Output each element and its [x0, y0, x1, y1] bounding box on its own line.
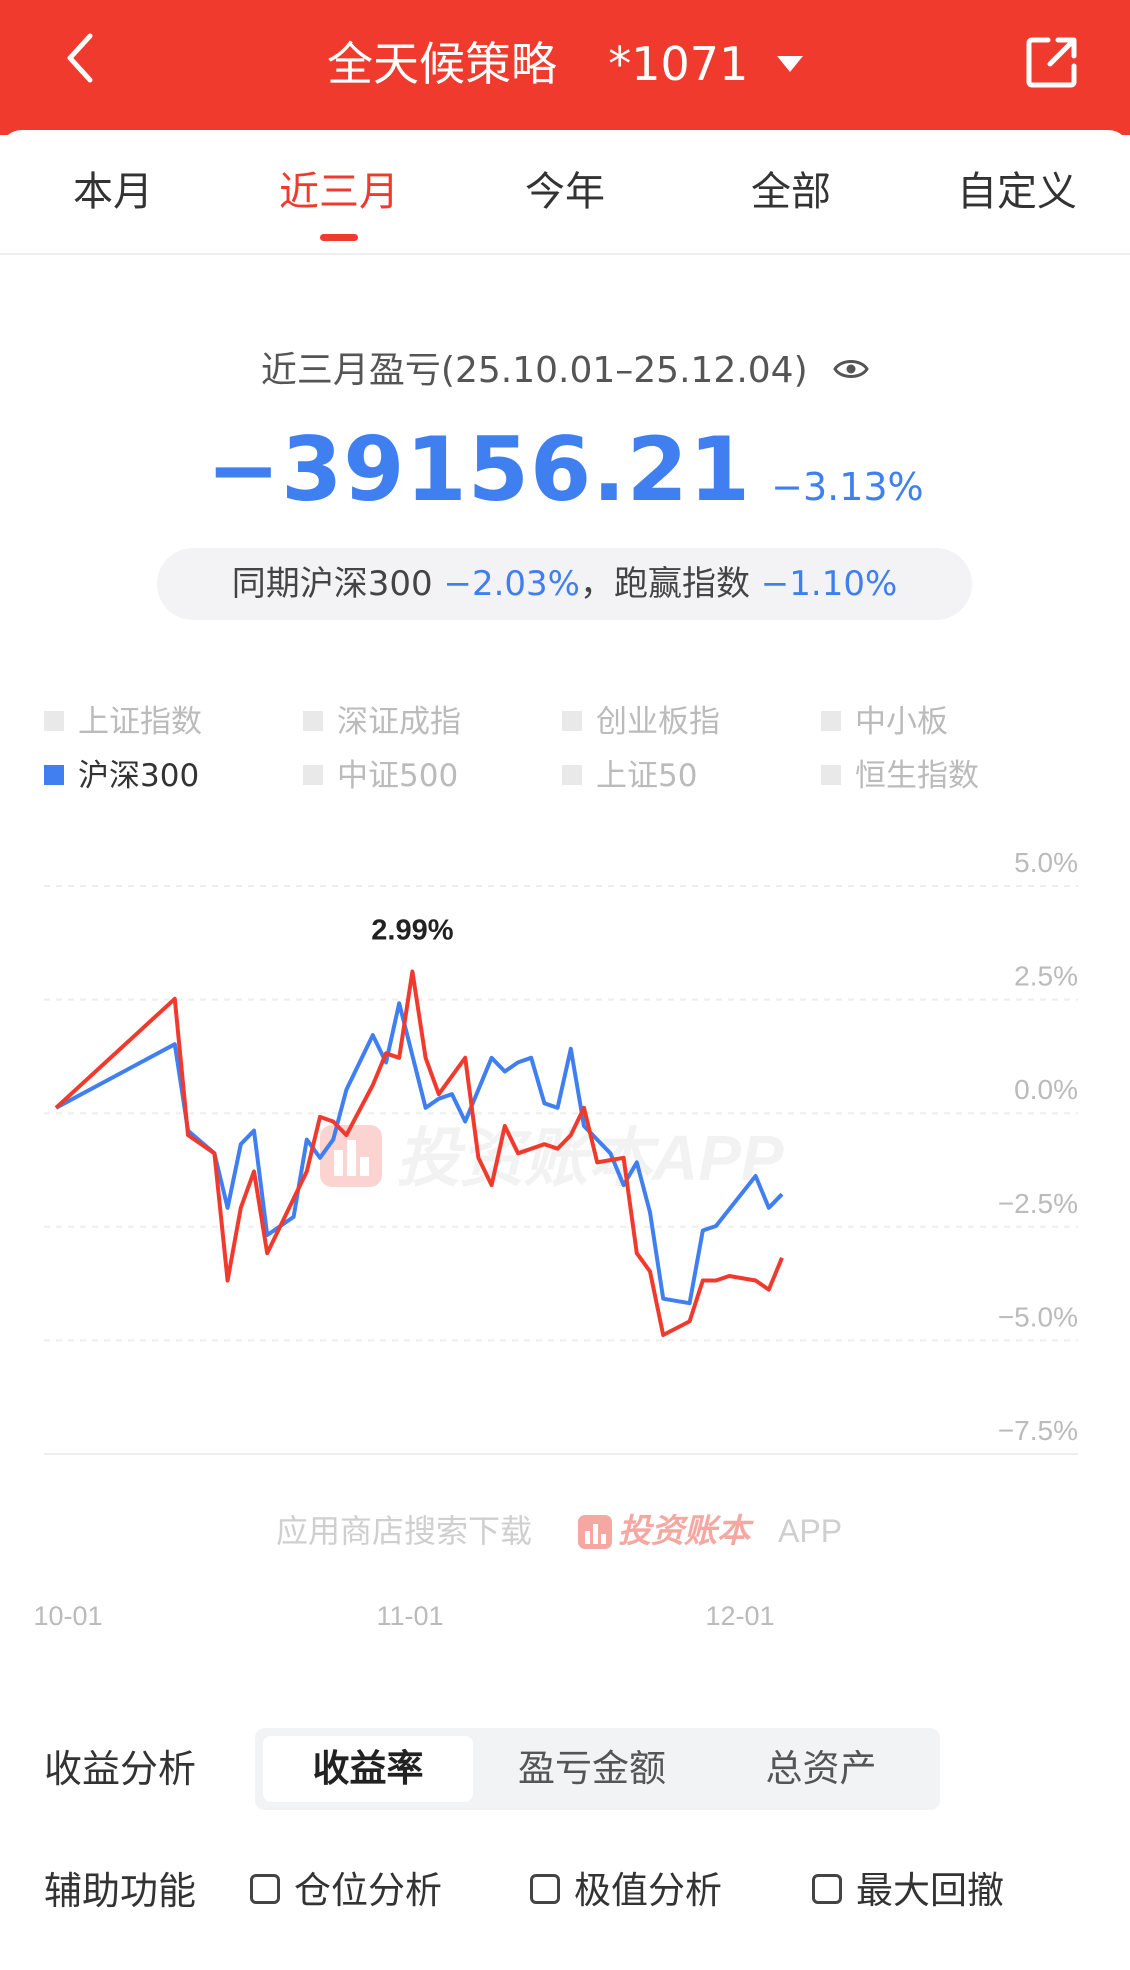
y-tick-label: 2.5% [1014, 961, 1078, 992]
position-analysis-checkbox[interactable]: 仓位分析 [250, 1864, 442, 1918]
tab-label: 全部 [751, 169, 831, 215]
chart-watermark: 投资账本APP [320, 1122, 784, 1194]
index-return: −2.03% [443, 564, 580, 604]
watermark-logo-bar [347, 1140, 356, 1176]
legend-swatch [44, 710, 64, 731]
legend-label: 上证指数 [78, 704, 202, 740]
x-tick-label: 12-01 [705, 1601, 774, 1631]
max-value-annotation: 2.99% [371, 915, 453, 947]
app-suffix-text: APP [778, 1513, 842, 1549]
csi300-return-line [55, 1001, 784, 1306]
tab-label: 近三月 [279, 169, 399, 215]
tab-all[interactable]: 全部 [678, 164, 904, 220]
period-pnl-label: 近三月盈亏(25.10.01–25.12.04) [0, 346, 1130, 396]
legend-csi500[interactable]: 中证500 [303, 754, 458, 798]
legend-swatch [44, 764, 64, 785]
tab-label: 本月 [73, 169, 153, 215]
legend-swatch [303, 764, 323, 785]
legend-label: 沪深300 [78, 758, 200, 794]
back-arrow-icon[interactable] [58, 28, 106, 88]
legend-label: 深证成指 [337, 704, 461, 740]
legend-swatch [821, 764, 841, 785]
app-logo-bar [585, 1531, 590, 1544]
app-brand-text: 投资账本 [618, 1511, 754, 1550]
compare-mid: ，跑赢指数 [579, 564, 750, 604]
legend-label: 创业板指 [596, 704, 720, 740]
compare-prefix: 同期沪深300 [231, 564, 433, 604]
index-comparison: 同期沪深300 −2.03%，跑赢指数 −1.10% [157, 548, 972, 620]
download-hint: 应用商店搜索下载 投资账本 APP [276, 1511, 842, 1550]
y-tick-label: 0.0% [1014, 1074, 1078, 1105]
analysis-segmented-control: 收益率 盈亏金额 总资产 [255, 1728, 940, 1810]
excess-return: −1.10% [760, 564, 898, 604]
tab-label: 今年 [525, 169, 605, 215]
pnl-values: −39156.21 −3.13% [0, 418, 1130, 521]
y-tick-label: 5.0% [1014, 847, 1078, 878]
legend-sse50[interactable]: 上证50 [562, 754, 697, 798]
watermark-logo-bar [334, 1150, 343, 1176]
legend-szse-component[interactable]: 深证成指 [303, 700, 461, 744]
y-tick-label: −5.0% [998, 1301, 1078, 1332]
legend-sme-board[interactable]: 中小板 [821, 700, 948, 744]
tab-custom[interactable]: 自定义 [904, 164, 1130, 220]
y-tick-label: −2.5% [998, 1188, 1078, 1219]
tab-label: 自定义 [957, 169, 1077, 215]
download-hint-text: 应用商店搜索下载 [276, 1512, 532, 1550]
app-logo-bar [601, 1534, 606, 1544]
y-tick-label: −7.5% [998, 1415, 1078, 1446]
legend-swatch [303, 710, 323, 731]
pnl-percent: −3.13% [771, 465, 924, 509]
period-pnl-text: 近三月盈亏(25.10.01–25.12.04) [260, 350, 808, 391]
tab-this-year[interactable]: 今年 [452, 164, 678, 220]
checkbox-icon [250, 1873, 280, 1904]
active-tab-indicator [320, 234, 358, 241]
legend-swatch [562, 764, 582, 785]
legend-label: 中小板 [855, 704, 948, 740]
checkbox-label: 最大回撤 [856, 1869, 1004, 1912]
max-drawdown-checkbox[interactable]: 最大回撤 [812, 1864, 1004, 1918]
app-logo-bar [593, 1524, 598, 1544]
legend-csi300[interactable]: 沪深300 [44, 754, 199, 798]
legend-label: 上证50 [596, 758, 698, 794]
tab-this-month[interactable]: 本月 [0, 164, 226, 220]
account-number: *1071 [608, 37, 749, 91]
checkbox-icon [812, 1873, 842, 1904]
extreme-analysis-checkbox[interactable]: 极值分析 [530, 1864, 722, 1918]
pnl-amount: −39156.21 [206, 418, 752, 521]
checkbox-icon [530, 1873, 560, 1904]
analysis-option-return-rate[interactable]: 收益率 [263, 1736, 473, 1802]
x-tick-label: 11-01 [376, 1601, 443, 1631]
legend-chinext[interactable]: 创业板指 [562, 700, 720, 744]
legend-sse-composite[interactable]: 上证指数 [44, 700, 202, 744]
return-chart[interactable]: 5.0%2.5%0.0%−2.5%−5.0%−7.5% 投资账本APP 应用商店… [0, 820, 1130, 1650]
legend-hang-seng[interactable]: 恒生指数 [821, 754, 979, 798]
aux-label: 辅助功能 [44, 1869, 197, 1913]
legend-swatch [821, 710, 841, 731]
eye-icon[interactable] [833, 356, 869, 382]
share-icon[interactable] [1024, 34, 1080, 90]
analysis-option-total-assets[interactable]: 总资产 [765, 1747, 877, 1790]
watermark-logo-bar [360, 1157, 369, 1176]
account-selector[interactable]: 全天候策略 *1071 [0, 32, 1130, 96]
x-tick-label: 10-01 [33, 1601, 102, 1631]
account-name: 全天候策略 [327, 37, 558, 91]
caret-down-icon [776, 55, 803, 72]
checkbox-label: 仓位分析 [294, 1869, 442, 1912]
legend-label: 恒生指数 [855, 758, 979, 794]
analysis-option-pnl-amount[interactable]: 盈亏金额 [518, 1747, 666, 1790]
watermark-logo [320, 1125, 382, 1187]
top-bar: 全天候策略 *1071 [0, 0, 1130, 135]
legend-swatch [562, 710, 582, 731]
checkbox-label: 极值分析 [574, 1869, 722, 1912]
analysis-label: 收益分析 [44, 1747, 197, 1791]
period-tabs: 本月 近三月 今年 全部 自定义 [0, 130, 1130, 255]
tab-last-three-months[interactable]: 近三月 [226, 164, 452, 241]
legend-label: 中证500 [337, 758, 459, 794]
strategy-return-line [54, 969, 784, 1337]
